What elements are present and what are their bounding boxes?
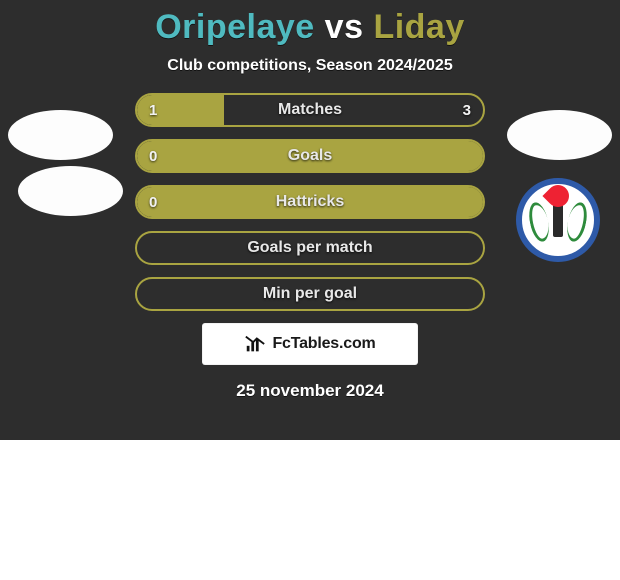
crest-laurel-left-icon bbox=[526, 201, 552, 244]
stat-bar-label: Goals per match bbox=[137, 233, 483, 263]
watermark-badge: FcTables.com bbox=[202, 323, 418, 365]
stat-bar-hattricks: 0 Hattricks bbox=[135, 185, 485, 219]
title-vs: vs bbox=[325, 8, 364, 46]
stat-bars: 1 Matches 3 0 Goals 0 Hattricks Goals pe… bbox=[135, 93, 485, 311]
watermark-text: FcTables.com bbox=[272, 335, 375, 353]
crest-laurel-right-icon bbox=[564, 201, 590, 244]
right-player-badge bbox=[507, 110, 612, 160]
stat-bar-label: Matches bbox=[137, 95, 483, 125]
page-title: Oripelaye vs Liday bbox=[0, 8, 620, 47]
bar-chart-icon bbox=[244, 333, 266, 355]
title-right-name: Liday bbox=[373, 8, 464, 46]
stat-bar-goals: 0 Goals bbox=[135, 139, 485, 173]
stat-bar-min-per-goal: Min per goal bbox=[135, 277, 485, 311]
stat-bar-right-value bbox=[459, 233, 483, 263]
right-club-crest bbox=[516, 178, 600, 262]
stat-bar-right-value bbox=[459, 141, 483, 171]
crest-flame-icon bbox=[542, 180, 573, 211]
stat-bar-label: Goals bbox=[137, 141, 483, 171]
stats-card: Oripelaye vs Liday Club competitions, Se… bbox=[0, 0, 620, 440]
stat-bar-right-value: 3 bbox=[451, 95, 483, 125]
stat-bar-label: Hattricks bbox=[137, 187, 483, 217]
stat-bar-matches: 1 Matches 3 bbox=[135, 93, 485, 127]
title-left-name: Oripelaye bbox=[155, 8, 314, 46]
date-text: 25 november 2024 bbox=[0, 381, 620, 401]
stat-bar-label: Min per goal bbox=[137, 279, 483, 309]
stat-bar-right-value bbox=[459, 279, 483, 309]
stat-bar-right-value bbox=[459, 187, 483, 217]
left-club-badge bbox=[18, 166, 123, 216]
crest-torch-icon bbox=[553, 203, 563, 237]
left-player-badge bbox=[8, 110, 113, 160]
stat-bar-goals-per-match: Goals per match bbox=[135, 231, 485, 265]
subtitle: Club competitions, Season 2024/2025 bbox=[0, 57, 620, 75]
